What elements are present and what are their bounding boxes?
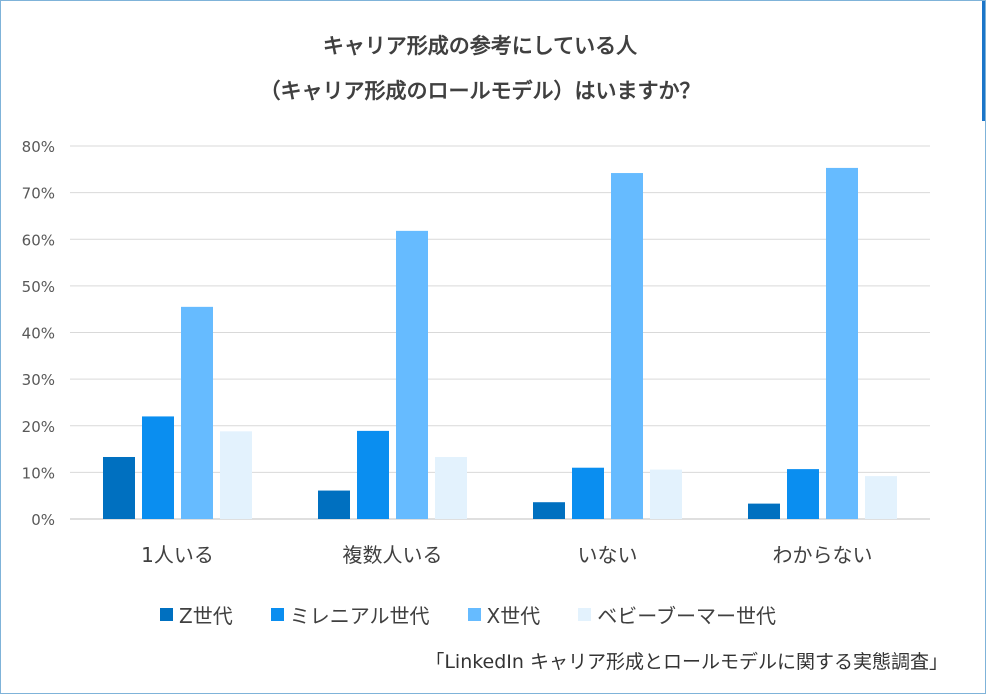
y-tick-label: 40% — [22, 325, 55, 343]
x-tick-label: 1人いる — [141, 543, 214, 567]
legend-item-boomer: ベビーブーマー世代 — [578, 600, 776, 629]
chart-title: キャリア形成の参考にしている人 — [322, 34, 638, 58]
legend-label-x: X世代 — [486, 604, 541, 628]
bar — [357, 430, 389, 519]
legend-item-z: Z世代 — [160, 600, 233, 629]
bar — [142, 416, 174, 519]
y-tick-label: 50% — [22, 278, 55, 296]
chart-subtitle: （キャリア形成のロールモデル）はいますか？ — [259, 79, 701, 103]
bar — [865, 476, 897, 519]
bar — [748, 503, 780, 519]
legend-item-millennial: ミレニアル世代 — [270, 600, 430, 629]
legend-swatch-millennial — [270, 608, 284, 621]
x-tick-label: 複数人いる — [343, 543, 443, 567]
bar — [181, 306, 213, 519]
bar — [826, 167, 858, 519]
bar — [533, 502, 565, 519]
y-tick-label: 60% — [22, 231, 55, 249]
legend-swatch-boomer — [578, 608, 592, 621]
bar — [318, 490, 350, 519]
legend-item-x: X世代 — [467, 600, 541, 629]
source-note: 「LinkedIn キャリア形成とロールモデルに関する実態調査」 — [425, 651, 948, 673]
bar — [396, 230, 428, 520]
y-tick-label: 0% — [31, 511, 55, 529]
bar — [650, 469, 682, 519]
bar — [611, 173, 643, 520]
legend-swatch-z — [160, 608, 173, 621]
bar — [572, 467, 604, 519]
legend-label-z: Z世代 — [179, 604, 233, 628]
legend: Z世代 ミレニアル世代 X世代 ベビーブーマー世代 — [160, 600, 776, 629]
y-tick-label: 10% — [22, 464, 55, 482]
y-tick-label: 20% — [22, 418, 55, 436]
legend-label-boomer: ベビーブーマー世代 — [597, 604, 777, 628]
bar — [787, 469, 819, 519]
x-tick-label: いない — [578, 543, 638, 567]
legend-label-millennial: ミレニアル世代 — [289, 604, 430, 628]
y-tick-label: 80% — [22, 138, 55, 156]
x-tick-label: わからない — [773, 543, 873, 567]
bar — [435, 456, 467, 519]
y-tick-label: 70% — [22, 185, 55, 203]
legend-swatch-x — [467, 608, 481, 621]
bar — [220, 431, 252, 519]
bar — [103, 456, 135, 519]
y-tick-label: 30% — [22, 371, 55, 389]
